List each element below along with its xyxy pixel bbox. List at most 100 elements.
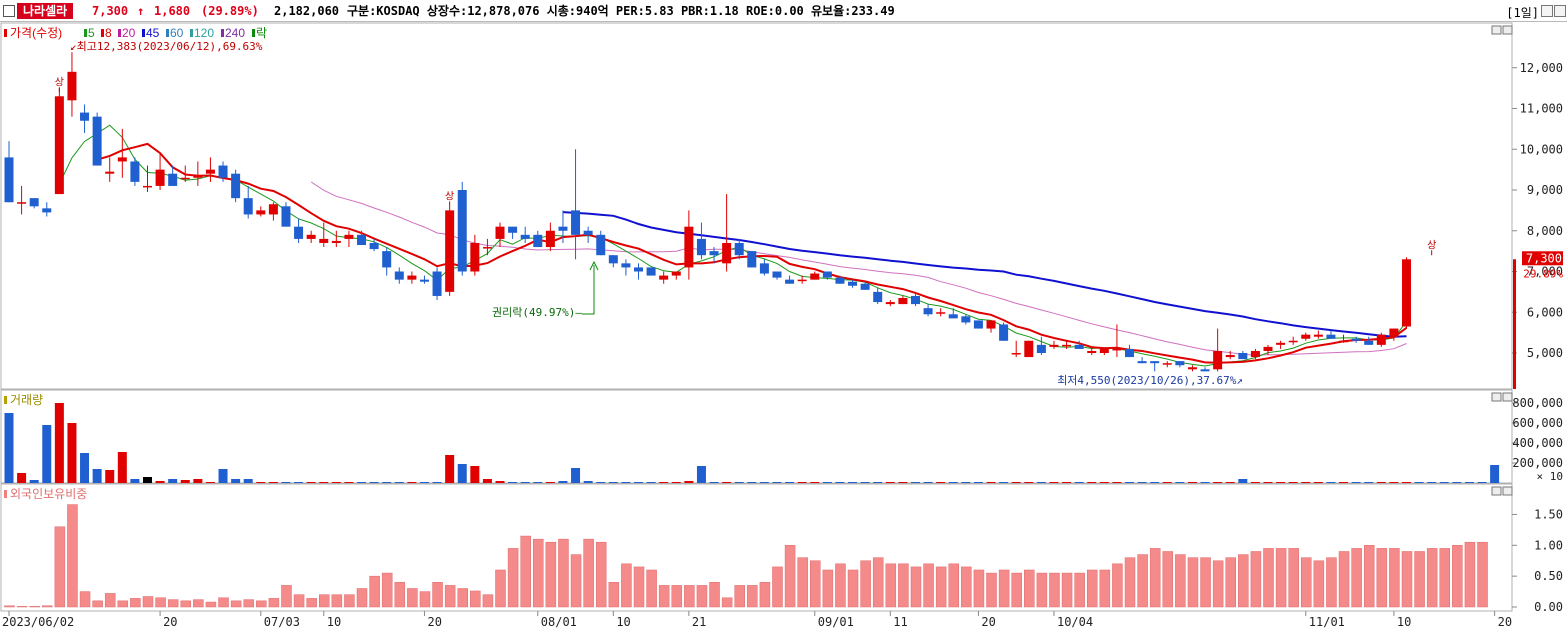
ma-legend-marker-4 bbox=[166, 29, 169, 37]
volume-tick-label-1: 600,000 bbox=[1512, 416, 1563, 430]
volume-bar bbox=[1401, 482, 1411, 483]
volume-value: 2,182,060 bbox=[274, 4, 340, 18]
volume-bar bbox=[457, 464, 467, 483]
price-tick-label-6: 6,000 bbox=[1527, 305, 1563, 319]
candle-body bbox=[130, 161, 140, 182]
high-annotation: ↙최고12,383(2023/06/12),69.63% bbox=[70, 40, 263, 53]
foreign-tick-label-0: 1.50 bbox=[1534, 507, 1563, 521]
candle-body bbox=[1036, 344, 1046, 353]
foreign-ratio-bar bbox=[495, 569, 506, 608]
volume-bar bbox=[621, 482, 631, 483]
volume-bar bbox=[646, 482, 656, 483]
foreign-tick-label-1: 1.00 bbox=[1534, 538, 1563, 552]
foreign-ratio-bar bbox=[797, 557, 808, 608]
foreign-ratio-bar bbox=[1086, 569, 1098, 608]
foreign-ratio-bar bbox=[394, 582, 406, 608]
foreign-ratio-bar bbox=[167, 599, 179, 608]
foreign-ratio-bars bbox=[4, 504, 1488, 608]
candle-body bbox=[432, 271, 442, 296]
candle-body bbox=[117, 157, 127, 162]
volume-bar bbox=[256, 482, 266, 483]
candle-body bbox=[1099, 348, 1109, 353]
foreign-ratio-bar bbox=[847, 569, 859, 608]
volume-bar bbox=[835, 482, 845, 483]
candle-body bbox=[1074, 344, 1084, 349]
candle-body bbox=[17, 202, 27, 204]
foreign-legend-label: 외국인보유비중 bbox=[10, 487, 87, 501]
x-tick-label-6: 10 bbox=[616, 615, 630, 629]
foreign-ratio-bar bbox=[344, 594, 355, 608]
volume-bar bbox=[1024, 482, 1034, 483]
volume-tick-label-2: 400,000 bbox=[1512, 436, 1563, 450]
price-tick-label-2: 10,000 bbox=[1520, 142, 1563, 156]
period-selector[interactable]: [1일] bbox=[1506, 6, 1539, 20]
current-pct-label: 29.89% bbox=[1523, 267, 1563, 280]
candle-body bbox=[92, 116, 102, 166]
foreign-ratio-bar bbox=[104, 593, 116, 608]
volume-bar bbox=[117, 452, 127, 483]
candle-body bbox=[583, 230, 593, 235]
volume-bar bbox=[1427, 482, 1437, 483]
volume-bar bbox=[1364, 482, 1374, 483]
candle-body bbox=[231, 173, 241, 199]
foreign-ratio-bar bbox=[1187, 557, 1199, 608]
candle-body bbox=[634, 267, 643, 272]
foreign-ratio-bar bbox=[1124, 557, 1136, 608]
maximize-button[interactable] bbox=[1554, 5, 1566, 17]
candle-body bbox=[1175, 361, 1185, 366]
foreign-ratio-bar bbox=[784, 545, 796, 608]
volume-bar bbox=[1490, 465, 1500, 483]
candle-body bbox=[999, 324, 1009, 341]
volume-bar bbox=[1062, 482, 1072, 483]
ma-legend-label-2: 20 bbox=[122, 26, 136, 40]
volume-bar bbox=[1112, 482, 1122, 483]
foreign-ratio-bar bbox=[369, 575, 380, 608]
ma-legend-label-7: 락 bbox=[256, 26, 267, 40]
up-arrow-icon: ↑ bbox=[137, 4, 145, 18]
x-tick-label-4: 20 bbox=[427, 615, 441, 629]
foreign-ratio-bar bbox=[583, 538, 594, 608]
select-checkbox[interactable] bbox=[3, 5, 15, 17]
volume-bar bbox=[29, 480, 39, 483]
x-tick-label-14: 20 bbox=[1498, 615, 1512, 629]
foreign-ratio-bar bbox=[1351, 548, 1362, 608]
ma-legend-label-1: 8 bbox=[105, 26, 112, 40]
volume-bar bbox=[482, 479, 492, 483]
volume-bar bbox=[1099, 482, 1109, 483]
candle-body bbox=[4, 157, 14, 203]
candle-body bbox=[885, 302, 895, 305]
foreign-ratio-bar bbox=[986, 572, 997, 608]
minimize-button[interactable] bbox=[1541, 5, 1553, 17]
volume-bar bbox=[180, 480, 190, 483]
foreign-ratio-bar bbox=[407, 588, 418, 608]
candle-body bbox=[646, 267, 656, 276]
volume-bar bbox=[1175, 482, 1185, 483]
candle-body bbox=[1250, 350, 1260, 358]
volume-bar bbox=[294, 482, 304, 483]
x-tick-label-2: 07/03 bbox=[264, 615, 300, 629]
panel-window-buttons[interactable] bbox=[1491, 25, 1513, 496]
volume-bar bbox=[1464, 482, 1474, 483]
foreign-ratio-bar bbox=[1175, 554, 1186, 608]
stock-name-badge[interactable]: 나라셀라 bbox=[17, 3, 74, 19]
volume-bar bbox=[999, 482, 1009, 483]
candle-body bbox=[29, 198, 39, 207]
candle-body bbox=[1376, 334, 1386, 345]
limit-up-marker-0: 상 bbox=[55, 76, 64, 88]
volume-bar bbox=[596, 482, 606, 483]
candle-body bbox=[533, 234, 543, 248]
candle-body bbox=[684, 226, 694, 268]
volume-bar bbox=[1137, 482, 1147, 483]
foreign-ratio-bar bbox=[243, 599, 254, 608]
candle-body bbox=[722, 242, 732, 264]
candle-body bbox=[369, 242, 379, 250]
ma-legend-marker-2 bbox=[118, 29, 121, 37]
foreign-ratio-bar bbox=[507, 548, 519, 608]
volume-bar bbox=[319, 482, 329, 483]
price-tick-label-7: 5,000 bbox=[1527, 346, 1563, 360]
moving-average-lines bbox=[58, 124, 1408, 367]
foreign-ratio-bar bbox=[1401, 551, 1413, 608]
volume-bar bbox=[1238, 479, 1248, 483]
x-tick-label-0: 2023/06/02 bbox=[2, 615, 74, 629]
